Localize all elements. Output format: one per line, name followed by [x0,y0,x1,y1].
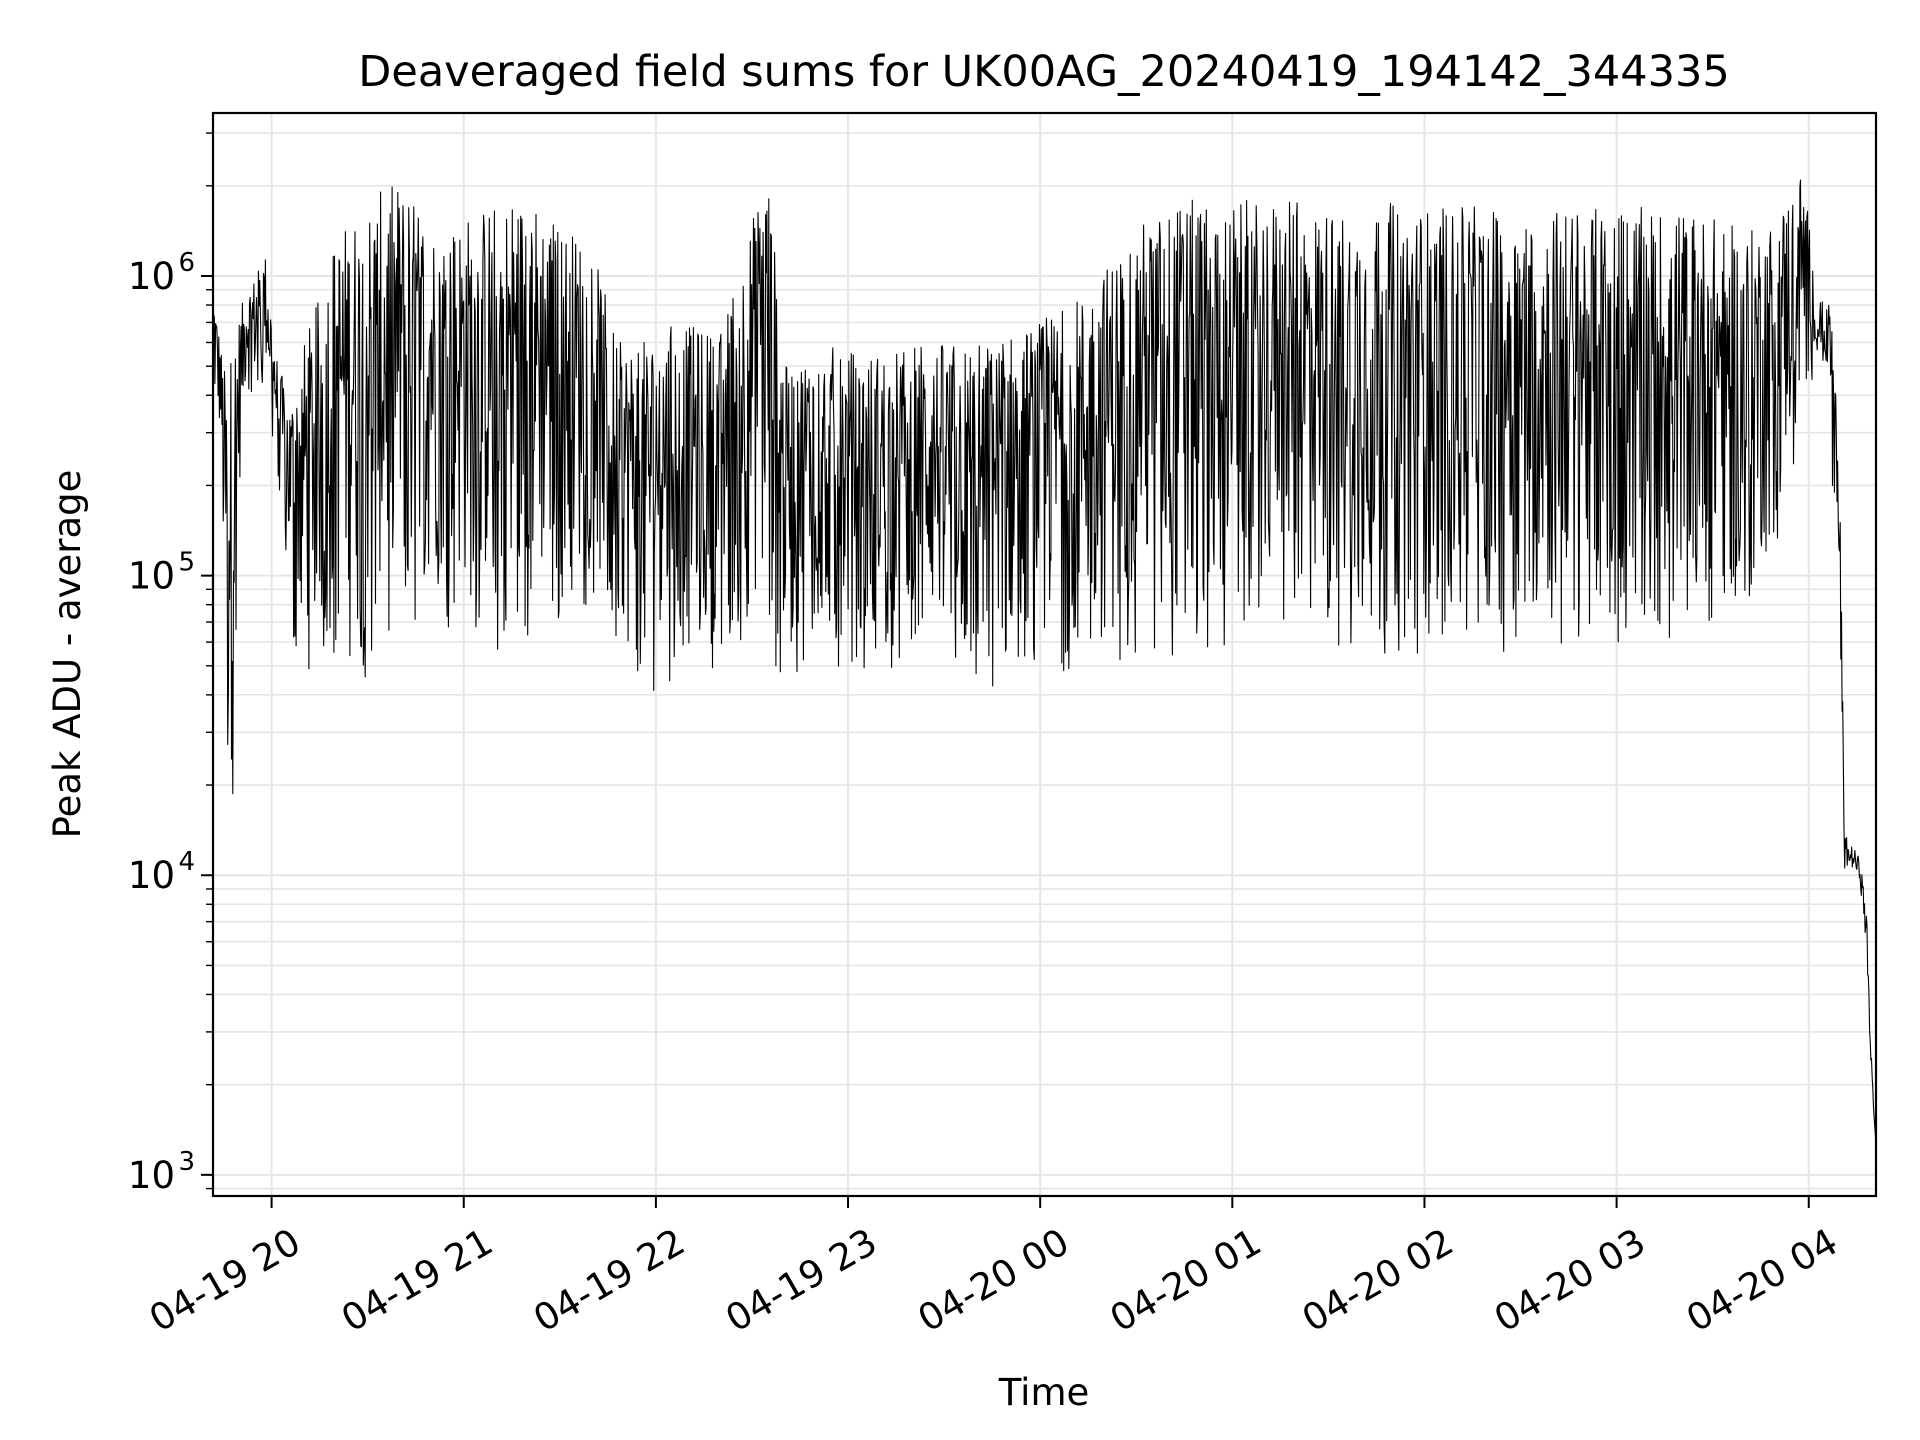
y-axis-label: Peak ADU - average [46,470,89,839]
y-tick-exponent: 4 [178,847,195,877]
y-tick-label: 10 [128,555,175,598]
chart-title: Deaveraged field sums for UK00AG_2024041… [358,47,1729,97]
x-axis-label: Time [998,1371,1090,1414]
plot-frame [211,111,1878,1198]
y-tick-exponent: 3 [178,1147,195,1177]
data-series [212,179,1877,1152]
y-tick-label: 10 [128,255,175,298]
y-tick-label: 10 [128,1154,175,1197]
series-line [212,179,1877,1152]
y-tick-exponent: 5 [178,548,195,578]
y-tick-label: 10 [128,854,175,897]
y-tick-exponent: 6 [178,248,195,278]
